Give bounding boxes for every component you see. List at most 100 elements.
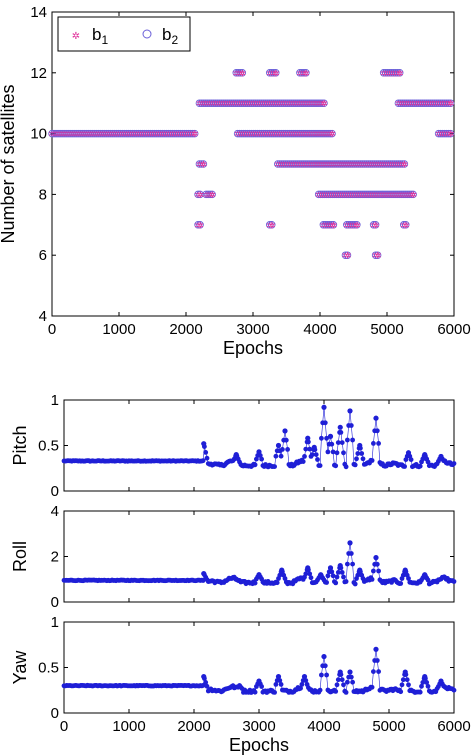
circle-point (367, 190, 375, 199)
circle-point (388, 160, 397, 168)
circle-point (333, 190, 341, 199)
circle-point (114, 129, 123, 138)
star-point: ✲ (300, 130, 308, 140)
star-point: ✲ (368, 161, 376, 171)
star-point: ✲ (333, 191, 341, 201)
x-axis-label: Epochs (223, 338, 283, 358)
circle-point (377, 190, 385, 199)
star-point: ✲ (379, 161, 387, 171)
star-point: ✲ (379, 191, 387, 201)
circle-point (324, 190, 333, 199)
star-point: ✲ (210, 100, 218, 110)
series-point (369, 577, 375, 582)
star-point: ✲ (258, 130, 266, 140)
circle-point (436, 99, 445, 107)
y-tick-label: 6 (39, 247, 47, 264)
star-point: ✲ (330, 221, 338, 231)
series-point (254, 456, 259, 462)
circle-point (355, 190, 363, 199)
circle-point (195, 160, 204, 168)
series-point (341, 682, 346, 688)
star-point: ✲ (62, 130, 70, 140)
circle-point (233, 129, 242, 138)
circle-point (396, 160, 405, 168)
series-point (298, 685, 303, 691)
star-point: ✲ (314, 161, 322, 171)
star-point: ✲ (338, 161, 346, 171)
star-point: ✲ (276, 161, 284, 171)
star-point: ✲ (389, 191, 397, 201)
circle-point (138, 129, 147, 138)
series-point (317, 463, 323, 468)
series-point (398, 581, 404, 586)
spike-point (201, 441, 207, 447)
star-point: ✲ (344, 252, 352, 262)
circle-point (312, 160, 320, 168)
star-point: ✲ (407, 191, 415, 201)
star-point: ✲ (369, 191, 377, 201)
circle-point (349, 221, 357, 229)
circle-point (257, 129, 266, 138)
star-point: ✲ (270, 130, 278, 140)
series-point (335, 570, 341, 575)
circle-point (130, 129, 139, 138)
circle-point (94, 129, 102, 138)
circle-point (284, 129, 292, 138)
star-point: ✲ (139, 130, 147, 140)
star-point: ✲ (351, 221, 359, 231)
star-point: ✲ (244, 100, 252, 110)
star-point: ✲ (288, 100, 296, 110)
star-point: ✲ (100, 130, 108, 140)
star-point: ✲ (268, 100, 276, 110)
star-point: ✲ (252, 100, 260, 110)
star-point: ✲ (282, 130, 290, 140)
star-point: ✲ (397, 161, 405, 171)
star-point: ✲ (240, 130, 248, 140)
circle-point (82, 129, 90, 138)
circle-point (300, 160, 308, 168)
circle-point (389, 69, 398, 77)
circle-point (391, 69, 400, 77)
star-point: ✲ (322, 221, 330, 231)
star-point: ✲ (239, 69, 247, 79)
circle-point (227, 99, 236, 107)
circle-point (298, 129, 306, 138)
spike-point (318, 572, 324, 578)
star-point: ✲ (324, 130, 332, 140)
star-point: ✲ (431, 100, 439, 110)
star-point: ✲ (292, 161, 300, 171)
circle-point (322, 190, 331, 199)
circle-point (266, 129, 274, 138)
circle-point (416, 99, 425, 107)
circle-point (292, 129, 300, 138)
star-point: ✲ (317, 191, 325, 201)
star-point: ✲ (84, 130, 92, 140)
x-tick-label: 5000 (372, 718, 405, 735)
series-point (451, 461, 457, 466)
circle-point (422, 99, 431, 107)
circle-point (326, 129, 334, 138)
star-point: ✲ (74, 130, 82, 140)
star-point: ✲ (278, 130, 286, 140)
star-point: ✲ (326, 221, 334, 231)
spike-point (438, 453, 444, 460)
star-point: ✲ (234, 69, 242, 79)
circle-point (104, 129, 113, 138)
y-axis-label: Yaw (10, 650, 30, 685)
plot-frame (63, 399, 455, 492)
star-point: ✲ (183, 130, 191, 140)
circle-point (335, 190, 343, 199)
y-tick-label: 12 (30, 65, 47, 82)
star-point: ✲ (405, 100, 413, 110)
circle-point (278, 160, 286, 168)
series-point (371, 568, 376, 574)
circle-point (400, 160, 409, 168)
star-point: ✲ (328, 130, 336, 140)
series-points (61, 646, 457, 695)
circle-point (288, 99, 296, 107)
circle-point (249, 129, 258, 138)
circle-point (116, 129, 125, 138)
star-point: ✲ (290, 100, 298, 110)
spike-point (321, 653, 327, 660)
star-point: ✲ (319, 191, 327, 201)
